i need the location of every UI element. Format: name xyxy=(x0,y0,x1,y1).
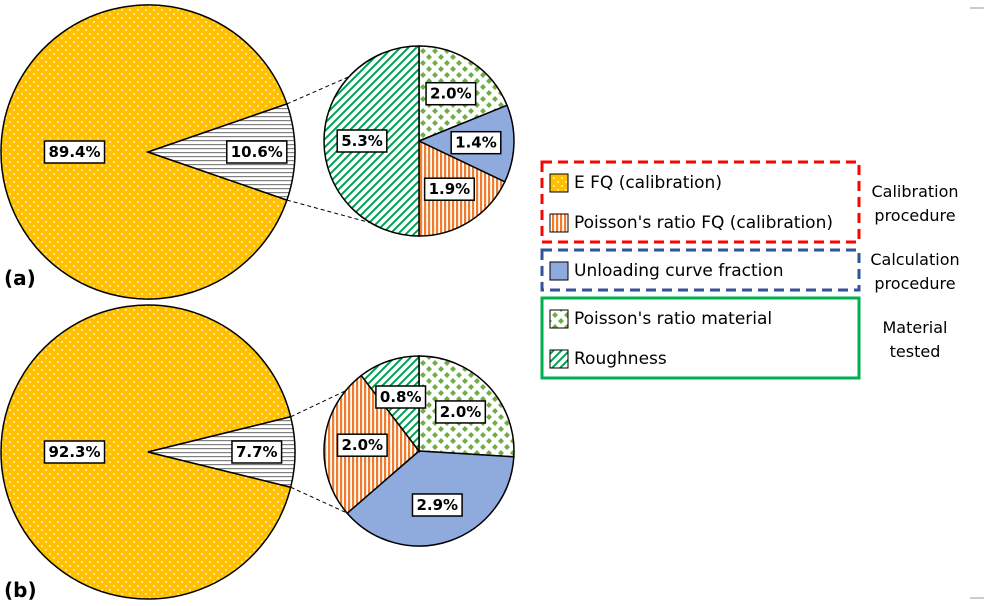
legend-group-label: Calculation procedure xyxy=(870,250,960,293)
data-label-group: 0.8% xyxy=(375,385,427,409)
panel-label: (a) xyxy=(4,266,36,290)
data-label-group: 2.0% xyxy=(336,433,388,457)
data-label-box xyxy=(425,81,477,106)
legend-group-box xyxy=(540,160,861,244)
data-label-group: 7.7% xyxy=(231,440,283,464)
legend-group-box xyxy=(540,248,861,292)
data-label-group: 2.0% xyxy=(425,81,477,106)
legend-group-label: Material tested xyxy=(882,318,948,361)
pie-slice xyxy=(145,102,296,202)
data-label-group: 1.4% xyxy=(450,130,502,155)
data-label-box xyxy=(450,130,502,155)
data-label-group: 92.3% xyxy=(43,440,106,464)
data-label-box xyxy=(43,440,106,464)
data-label-box xyxy=(336,129,388,153)
legend-swatch xyxy=(549,213,569,233)
data-label: 10.6% xyxy=(231,143,283,161)
pie-slice xyxy=(147,415,296,489)
data-label: 0.8% xyxy=(380,388,422,406)
legend-group-label: Calibration procedure xyxy=(871,182,959,225)
legend-swatch xyxy=(549,349,569,369)
data-label-group: 2.0% xyxy=(434,400,487,424)
data-label: 89.4% xyxy=(48,143,100,161)
legend-label: Poisson's ratio FQ (calibration) xyxy=(574,213,833,233)
data-label: 2.0% xyxy=(440,403,482,421)
data-label-box xyxy=(226,140,288,164)
data-label-group: 89.4% xyxy=(43,140,106,164)
legend-swatch xyxy=(549,309,569,329)
data-label: 2.0% xyxy=(341,436,383,454)
legend-label: Roughness xyxy=(574,349,667,369)
panel-label: (b) xyxy=(4,578,37,602)
pie-slice xyxy=(0,4,288,300)
data-label: 92.3% xyxy=(48,443,100,461)
data-label: 2.0% xyxy=(430,85,472,103)
legend-swatch xyxy=(549,173,569,193)
data-label-group: 2.9% xyxy=(411,493,463,517)
data-label: 7.7% xyxy=(236,443,278,461)
data-label: 5.3% xyxy=(341,132,383,150)
data-label-box xyxy=(336,433,388,457)
legend-label: Unloading curve fraction xyxy=(574,261,784,281)
data-label-box xyxy=(434,400,487,424)
data-label-box xyxy=(375,385,427,409)
data-label-group: 10.6% xyxy=(226,140,288,164)
data-label-box xyxy=(411,493,463,517)
data-label-group: 1.9% xyxy=(423,177,475,201)
legend-swatch xyxy=(549,261,569,281)
legend-group-box xyxy=(540,296,861,380)
data-label-box xyxy=(423,177,475,201)
data-label: 1.4% xyxy=(455,134,497,152)
pie-slice xyxy=(0,304,292,600)
data-label-group: 5.3% xyxy=(336,129,388,153)
legend-label: E FQ (calibration) xyxy=(574,173,722,193)
data-label-box xyxy=(231,440,283,464)
data-label: 1.9% xyxy=(429,180,471,198)
legend-label: Poisson's ratio material xyxy=(574,309,772,329)
data-label-box xyxy=(43,140,106,164)
data-label: 2.9% xyxy=(416,496,458,514)
